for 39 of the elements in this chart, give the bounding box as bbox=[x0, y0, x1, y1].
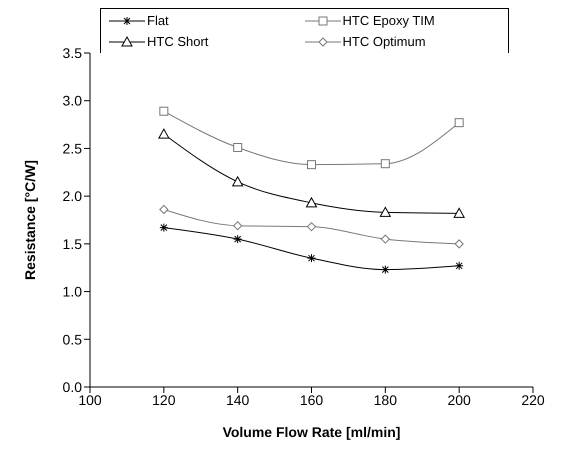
point bbox=[159, 205, 168, 214]
point bbox=[233, 221, 242, 230]
x-tick-label: 120 bbox=[152, 392, 176, 408]
legend-label: HTC Short bbox=[147, 34, 208, 49]
point bbox=[233, 142, 242, 152]
point bbox=[380, 159, 390, 168]
x-tick-label: 160 bbox=[300, 392, 324, 408]
y-tick-label: 0.5 bbox=[62, 331, 82, 348]
point bbox=[159, 106, 168, 116]
point bbox=[454, 239, 464, 248]
point bbox=[158, 128, 170, 139]
y-tick-label: 1.5 bbox=[62, 236, 82, 252]
point bbox=[159, 223, 168, 232]
point bbox=[454, 118, 464, 128]
x-tick-label: 140 bbox=[226, 392, 250, 408]
x-axis-title: Volume Flow Rate [ml/min] bbox=[222, 424, 400, 440]
point bbox=[307, 254, 316, 263]
y-axis-title: Resistance [°C/W] bbox=[22, 160, 38, 280]
point bbox=[307, 222, 316, 232]
x-tick-label: 180 bbox=[374, 392, 398, 408]
y-tick-label: 2.5 bbox=[62, 140, 82, 156]
x-tick-label: 220 bbox=[521, 392, 545, 408]
point bbox=[454, 208, 465, 218]
legend-label: HTC Epoxy TIM bbox=[342, 13, 435, 28]
y-tick-label: 3.5 bbox=[62, 44, 82, 61]
point bbox=[307, 160, 316, 170]
point bbox=[233, 234, 242, 244]
point bbox=[454, 261, 464, 270]
point bbox=[380, 265, 390, 274]
point bbox=[232, 176, 244, 186]
legend-label: HTC Optimum bbox=[342, 34, 426, 49]
point bbox=[306, 197, 317, 208]
x-tick-label: 200 bbox=[447, 392, 472, 408]
point bbox=[380, 234, 390, 244]
y-tick-label: 1.0 bbox=[62, 284, 82, 300]
y-tick-label: 3.0 bbox=[62, 92, 82, 109]
legend-label: Flat bbox=[147, 13, 169, 28]
y-tick-label: 2.0 bbox=[62, 188, 82, 204]
point bbox=[380, 206, 391, 217]
